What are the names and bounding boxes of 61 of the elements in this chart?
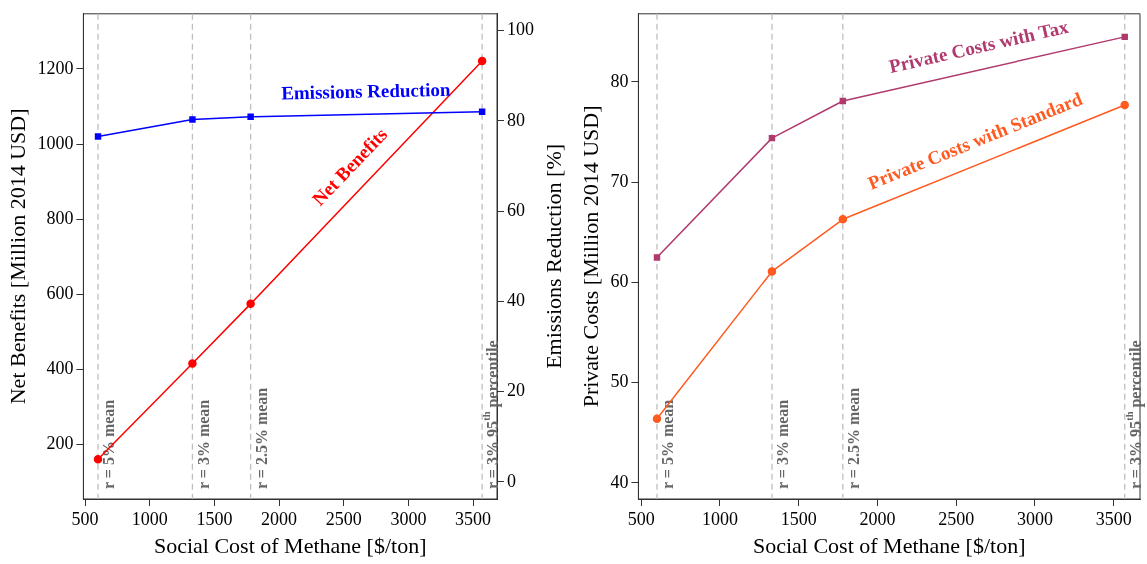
point <box>188 359 197 368</box>
y2-tick-label: 60 <box>507 199 525 220</box>
y2-tick-label: 40 <box>507 290 525 311</box>
y-tick-label: 80 <box>610 70 629 91</box>
x-axis-title: Social Cost of Methane [$/ton] <box>752 532 1026 558</box>
annotation: r = 2.5% mean <box>252 387 270 489</box>
point <box>652 414 662 424</box>
y2-tick-label: 0 <box>507 470 516 491</box>
x-tick-label: 2500 <box>325 508 362 529</box>
y-tick-label: 200 <box>46 432 74 453</box>
y2-tick-label: 80 <box>507 109 525 130</box>
point <box>839 97 847 105</box>
y-tick-label: 1000 <box>37 132 74 153</box>
x-tick-label: 1000 <box>701 508 738 529</box>
y-tick-label: 60 <box>610 271 629 292</box>
point <box>478 108 486 115</box>
point <box>767 267 777 276</box>
x-tick-label: 3500 <box>1095 508 1132 529</box>
x-tick-label: 2000 <box>859 508 896 529</box>
x-tick-label: 2500 <box>938 508 975 529</box>
point <box>1121 33 1128 41</box>
point <box>246 299 255 309</box>
x-tick-label: 3000 <box>1016 508 1053 529</box>
y-tick-label: 1200 <box>37 57 74 78</box>
y-tick-label: 800 <box>46 207 74 228</box>
y-tick-label: 40 <box>610 471 629 492</box>
point <box>247 113 254 120</box>
point <box>189 116 196 123</box>
x-axis-title: Social Cost of Methane [$/ton] <box>153 532 427 558</box>
y2-tick-label: 20 <box>507 380 525 401</box>
y-tick-label: 600 <box>46 282 74 303</box>
x-tick-label: 3500 <box>455 508 492 529</box>
point <box>838 215 848 224</box>
point <box>94 133 102 140</box>
point <box>477 56 487 66</box>
x-tick-label: 1500 <box>780 508 817 529</box>
y2-axis-title: Emissions Reduction [%] <box>540 143 566 369</box>
annotation: r = 3% 95th percentile <box>1124 340 1145 489</box>
x-tick-label: 500 <box>71 508 99 529</box>
y-axis-title: Net Benefits [Million 2014 USD] <box>4 108 30 405</box>
y-axis-title: Private Costs [Million 2014 USD] <box>577 105 603 408</box>
point <box>768 134 776 142</box>
point <box>1120 100 1129 110</box>
x-tick-label: 1500 <box>196 508 233 529</box>
y2-tick-label: 100 <box>507 19 534 40</box>
x-tick-label: 2000 <box>261 508 298 529</box>
annotation: r = 2.5% mean <box>844 387 862 489</box>
y-tick-label: 50 <box>610 371 629 392</box>
annotation: r = 3% mean <box>194 399 212 489</box>
y-tick-label: 400 <box>46 357 74 378</box>
point <box>93 454 103 464</box>
annotation: r = 3% 95th percentile <box>481 340 503 489</box>
x-tick-label: 500 <box>627 508 655 529</box>
x-tick-label: 1000 <box>131 508 168 529</box>
series-label: Emissions Reduction <box>281 78 452 104</box>
text: Private Costs with Tax <box>887 15 1071 77</box>
annotation: r = 5% mean <box>659 399 677 489</box>
annotation: r = 3% mean <box>774 399 792 489</box>
x-tick-label: 3000 <box>390 508 427 529</box>
y-tick-label: 70 <box>610 170 629 191</box>
point <box>653 254 661 261</box>
